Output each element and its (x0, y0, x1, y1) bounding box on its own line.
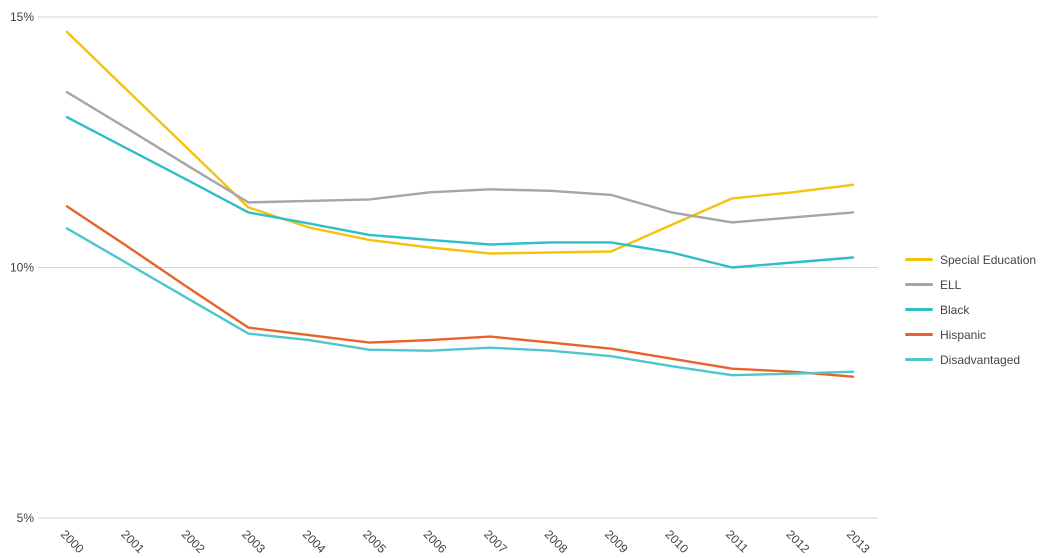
legend-label: Hispanic (940, 327, 987, 342)
x-tick-label: 2007 (481, 527, 510, 556)
x-tick-label: 2002 (179, 527, 208, 556)
legend-item-hispanic: Hispanic (905, 322, 1036, 347)
legend-label: Special Education (940, 252, 1037, 267)
series-line-black (65, 115, 855, 269)
x-tick-label: 2008 (542, 527, 571, 556)
y-tick-label: 10% (10, 261, 34, 275)
x-tick-label: 2003 (239, 527, 268, 556)
y-tick-label: 5% (17, 511, 35, 525)
legend-label: Black (940, 302, 970, 317)
x-tick-label: 2011 (723, 527, 751, 555)
x-tick-label: 2000 (58, 527, 87, 556)
legend-item-disadvantaged: Disadvantaged (905, 347, 1036, 372)
chart-legend: Special Education ELL Black Hispanic Dis… (905, 247, 1036, 372)
legend-swatch-line (905, 358, 933, 361)
x-tick-label: 2013 (844, 527, 873, 556)
legend-item-ell: ELL (905, 272, 1036, 297)
legend-swatch-line (905, 258, 933, 261)
x-tick-label: 2006 (421, 527, 450, 556)
x-tick-label: 2004 (300, 527, 329, 556)
legend-label: ELL (940, 277, 962, 292)
x-tick-label: 2005 (360, 527, 389, 556)
legend-swatch-line (905, 283, 933, 286)
legend-item-black: Black (905, 297, 1036, 322)
series-line-hispanic (65, 205, 855, 378)
legend-swatch-line (905, 333, 933, 336)
x-tick-label: 2009 (602, 527, 631, 556)
legend-item-special-education: Special Education (905, 247, 1036, 272)
x-tick-label: 2010 (662, 527, 691, 556)
x-tick-label: 2012 (783, 527, 812, 556)
series-line-special-education (65, 30, 855, 255)
series-line-disadvantaged (65, 227, 855, 377)
legend-swatch-line (905, 308, 933, 311)
series-line-ell (65, 90, 855, 224)
y-tick-label: 15% (10, 10, 34, 24)
legend-label: Disadvantaged (940, 352, 1021, 367)
x-tick-label: 2001 (118, 527, 147, 556)
